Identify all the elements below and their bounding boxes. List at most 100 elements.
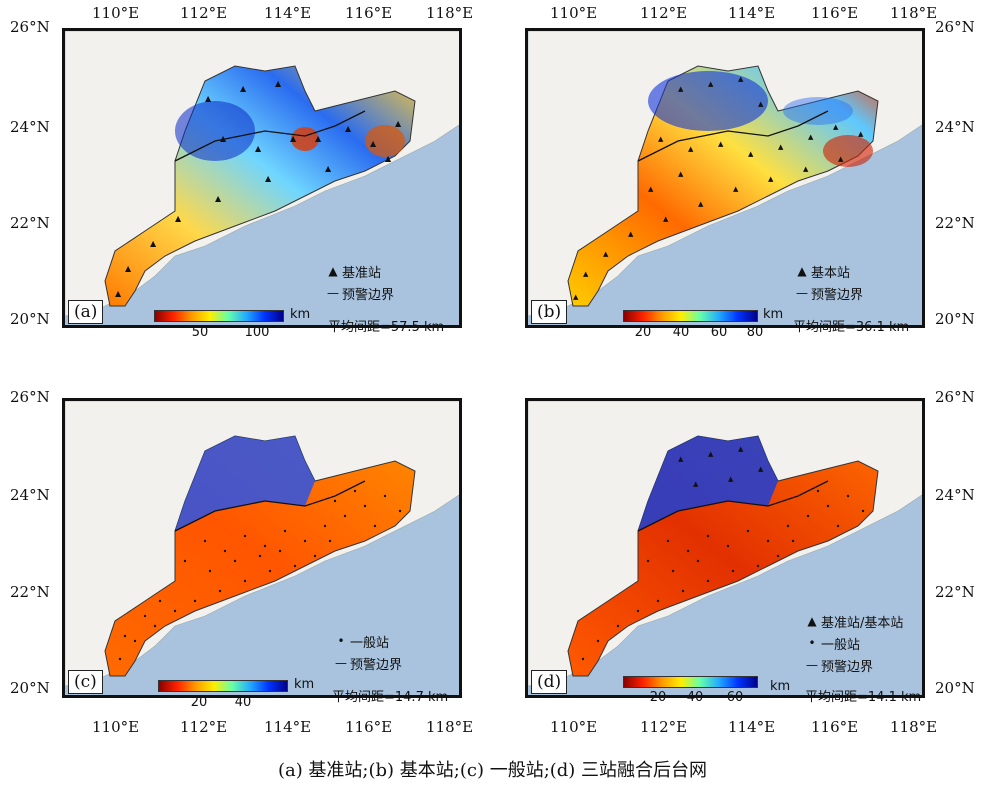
lon-tick-label: 118°E: [426, 718, 474, 736]
svg-text:▲: ▲: [125, 264, 132, 273]
station-triangles: ▲ ▲ ▲ ▲ ▲ ▲: [678, 445, 764, 488]
svg-text:▲: ▲: [768, 175, 774, 183]
svg-text:▲: ▲: [738, 445, 744, 453]
province-fill: [567, 65, 879, 307]
lon-tick-label: 118°E: [426, 4, 474, 22]
map-frame: ▲ ▲ ▲ ▲ ▲ ▲: [525, 398, 925, 698]
legend-row-boundary: — 预警边界: [803, 654, 903, 676]
lon-tick-label: 112°E: [640, 718, 688, 736]
lon-tick-label: 114°E: [728, 4, 776, 22]
province-fill: [567, 435, 879, 677]
lon-tick-label: 118°E: [890, 718, 938, 736]
colorbar-unit: km: [294, 677, 315, 692]
high-density-zone: [823, 135, 873, 167]
colorbar-tick: 100: [244, 325, 270, 340]
colorbar: [623, 310, 758, 322]
map-canvas: ▲ ▲ ▲ ▲ ▲ ▲ ▲ ▲ ▲ ▲ ▲ ▲ ▲ ▲ ▲ ▲ ▲ ▲ ▲ ▲ ▲ ▲ ▲ ▲: [528, 31, 922, 317]
svg-text:▲: ▲: [215, 194, 222, 203]
lon-tick-label: 112°E: [180, 718, 228, 736]
svg-text:▲: ▲: [693, 480, 699, 488]
high-density-zone: [365, 125, 405, 157]
lon-tick-label: 116°E: [811, 718, 859, 736]
svg-text:▲: ▲: [345, 124, 352, 133]
legend-row-base-stations: ▲ 基准站/基本站: [803, 610, 903, 632]
line-icon: —: [327, 286, 339, 300]
legend-row-boundary: — 预警边界: [332, 652, 402, 674]
svg-text:▲: ▲: [728, 475, 734, 483]
svg-text:▲: ▲: [738, 75, 744, 83]
legend: ▲ 基准站/基本站 • 一般站 — 预警边界: [803, 610, 903, 676]
legend-row-boundary: — 预警边界: [324, 282, 394, 304]
line-icon: —: [335, 656, 347, 670]
svg-text:▲: ▲: [648, 185, 654, 193]
colorbar-tick: 50: [191, 325, 209, 340]
panel-label: (a): [68, 300, 104, 324]
warning-boundary: [174, 480, 366, 532]
legend: ▲ 基本站 — 预警边界: [793, 260, 863, 304]
svg-text:▲: ▲: [220, 134, 227, 143]
svg-text:▲: ▲: [678, 170, 684, 178]
map-panel-b: ▲ ▲ ▲ ▲ ▲ ▲ ▲ ▲ ▲ ▲ ▲ ▲ ▲ ▲ ▲ ▲ ▲ ▲ ▲ ▲ ▲ ▲ ▲ ▲ ▲ 基本站 — 预警…: [525, 28, 925, 340]
legend: • 一般站 — 预警边界: [332, 630, 402, 674]
svg-text:▲: ▲: [265, 174, 272, 183]
legend-label: 预警边界: [821, 659, 874, 675]
svg-text:▲: ▲: [240, 84, 247, 93]
low-density-zone: [648, 71, 768, 131]
mean-spacing-text: 平均间距=14.7 km: [332, 690, 449, 705]
lat-tick-label: 22°N: [935, 583, 975, 601]
lat-tick-label: 20°N: [10, 310, 50, 328]
lon-tick-label: 114°E: [728, 718, 776, 736]
triangle-icon: ▲: [807, 614, 817, 628]
lat-tick-label: 24°N: [935, 118, 975, 136]
map-frame: ▲ ▲ ▲ ▲ ▲ ▲ ▲ ▲ ▲ ▲ ▲ ▲ ▲ ▲ ▲ ▲ ▲ ▲ ▲ ▲ ▲ ▲ ▲ ▲: [525, 28, 925, 328]
svg-text:▲: ▲: [205, 94, 212, 103]
map-canvas: [65, 401, 459, 687]
lon-tick-label: 110°E: [550, 718, 598, 736]
legend-label: 一般站: [821, 637, 861, 653]
svg-text:▲: ▲: [858, 130, 864, 138]
panel-label: (d): [531, 670, 568, 694]
lat-tick-label: 24°N: [10, 118, 50, 136]
lat-tick-label: 26°N: [935, 18, 975, 36]
dot-icon: •: [337, 634, 345, 648]
mean-spacing-text: 平均间距=36.1 km: [793, 320, 910, 335]
colorbar-tick: 20: [634, 325, 652, 340]
lat-tick-label: 22°N: [10, 583, 50, 601]
map-frame: [62, 398, 462, 698]
lon-tick-label: 110°E: [92, 718, 140, 736]
legend-row-stations: • 一般站: [332, 630, 402, 652]
legend-label: 预警边界: [350, 657, 403, 673]
svg-text:▲: ▲: [733, 185, 739, 193]
map-panel-c: • 一般站 — 预警边界 km 20 40 平均间距=14.7 km (c): [62, 398, 462, 710]
lon-tick-label: 110°E: [92, 4, 140, 22]
colorbar-tick: 80: [746, 325, 764, 340]
station-markers: ▲ ▲ ▲ ▲ ▲ ▲ ▲ ▲ ▲ ▲ ▲ ▲ ▲ ▲ ▲ ▲ ▲ ▲: [115, 79, 402, 298]
lon-tick-label: 118°E: [890, 4, 938, 22]
line-icon: —: [796, 286, 808, 300]
svg-text:▲: ▲: [778, 143, 784, 151]
lon-tick-label: 114°E: [264, 718, 312, 736]
map-canvas: ▲ ▲ ▲ ▲ ▲ ▲: [528, 401, 922, 687]
legend-label: 基准站/基本站: [821, 615, 904, 631]
svg-text:▲: ▲: [175, 214, 182, 223]
svg-text:▲: ▲: [275, 79, 282, 88]
svg-text:▲: ▲: [758, 100, 764, 108]
legend-row-stations: ▲ 基准站: [324, 260, 394, 282]
map-panel-d: ▲ ▲ ▲ ▲ ▲ ▲ ▲ 基准站/基本站 • 一般站 — 预警边界 km 20 40 …: [525, 398, 925, 705]
colorbar: [154, 310, 284, 322]
mean-spacing-text: 平均间距=14.1 km: [805, 690, 922, 705]
lat-tick-label: 24°N: [935, 486, 975, 504]
svg-text:▲: ▲: [803, 165, 809, 173]
warning-boundary: [174, 110, 366, 162]
colorbar-unit: km: [763, 307, 784, 322]
svg-text:▲: ▲: [385, 154, 392, 163]
colorbar-unit: km: [770, 679, 791, 694]
warning-boundary: [637, 110, 829, 162]
lon-tick-label: 110°E: [550, 4, 598, 22]
legend-label: 一般站: [350, 635, 390, 651]
colorbar-tick: 20: [649, 690, 667, 705]
svg-text:▲: ▲: [395, 119, 402, 128]
svg-text:▲: ▲: [708, 80, 714, 88]
lat-tick-label: 26°N: [10, 18, 50, 36]
low-density-zone: [175, 101, 255, 161]
